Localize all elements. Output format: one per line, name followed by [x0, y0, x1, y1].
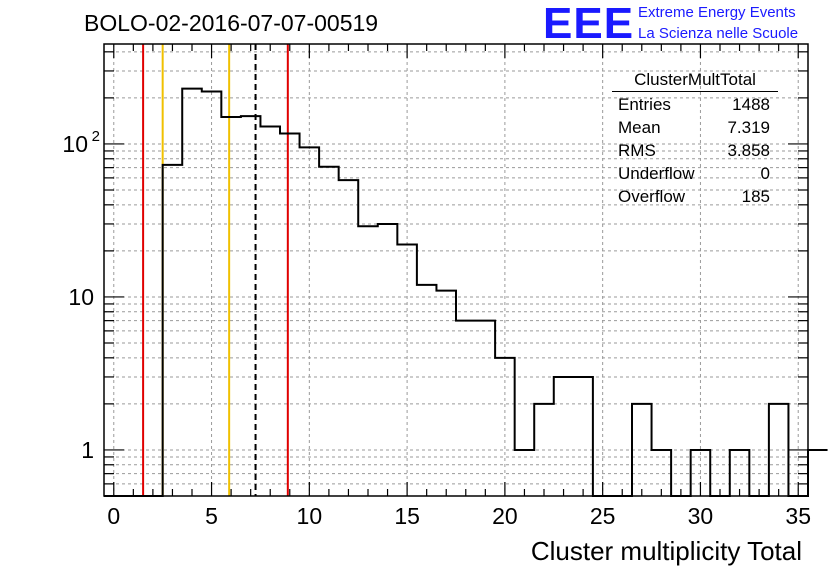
- stats-value: 7.319: [727, 118, 770, 137]
- stats-label: Mean: [618, 118, 661, 137]
- histogram-bin: [573, 377, 593, 496]
- histogram-bin: [339, 180, 359, 496]
- y-tick-exponent: 2: [92, 128, 100, 145]
- histogram-bin: [378, 224, 398, 496]
- x-tick-label: 5: [205, 503, 218, 529]
- y-tick-label: 10: [62, 131, 88, 157]
- histogram-bin: [182, 89, 202, 496]
- y-tick-label: 1: [81, 437, 94, 463]
- logo-line-2: La Scienza nelle Scuole: [638, 25, 799, 42]
- x-tick-label: 0: [107, 503, 120, 529]
- histogram-bin: [358, 226, 378, 496]
- stats-value: 3.858: [727, 141, 770, 160]
- stats-title: ClusterMultTotal: [612, 70, 778, 92]
- stats-value: 0: [760, 164, 770, 183]
- stats-value: 1488: [732, 95, 770, 114]
- histogram-bin: [280, 134, 300, 496]
- histogram-bin: [808, 450, 828, 496]
- histogram-bin: [554, 377, 574, 496]
- stats-value: 185: [741, 187, 770, 206]
- x-tick-label: 30: [688, 503, 714, 529]
- histogram-bin: [456, 321, 476, 496]
- plot-frame: [103, 43, 809, 497]
- x-axis-label: Cluster multiplicity Total: [531, 536, 802, 566]
- stats-row: Entries 1488: [612, 93, 778, 116]
- logo-caption: Extreme Energy Events La Scienza nelle S…: [638, 2, 798, 44]
- histogram-series: [104, 87, 828, 497]
- chart-title: BOLO-02-2016-07-07-00519: [84, 10, 379, 36]
- stats-label: RMS: [618, 141, 656, 160]
- y-tick-label: 10: [68, 284, 94, 310]
- stats-row: Overflow 185: [612, 185, 778, 208]
- stats-label: Entries: [618, 95, 671, 114]
- stats-box: ClusterMultTotal Entries 1488 Mean 7.319 RMS…: [612, 70, 778, 208]
- logo-line-1: Extreme Energy Events: [638, 4, 796, 21]
- stats-row: RMS 3.858: [612, 139, 778, 162]
- histogram-bin: [260, 127, 280, 496]
- stats-label: Underflow: [618, 164, 695, 183]
- x-tick-label: 25: [590, 503, 616, 529]
- marker-lines: [142, 44, 289, 496]
- x-tick-label: 15: [394, 503, 420, 529]
- histogram-outline: [104, 87, 828, 497]
- x-tick-label: 10: [297, 503, 323, 529]
- histogram-bin: [476, 321, 496, 496]
- eee-logo: EEE: [543, 0, 635, 48]
- histogram-bin: [417, 285, 437, 496]
- stats-label: Overflow: [618, 187, 686, 206]
- histogram-bin: [241, 116, 261, 496]
- histogram-bin: [221, 117, 241, 496]
- x-tick-label: 20: [492, 503, 518, 529]
- plot-border: [103, 43, 809, 497]
- stats-row: Mean 7.319: [612, 116, 778, 139]
- histogram-bin: [495, 358, 515, 496]
- stats-row: Underflow 0: [612, 162, 778, 185]
- stats-rows: Entries 1488 Mean 7.319 RMS 3.858 Underflow 0 Ov…: [612, 93, 778, 208]
- x-tick-label: 35: [785, 503, 811, 529]
